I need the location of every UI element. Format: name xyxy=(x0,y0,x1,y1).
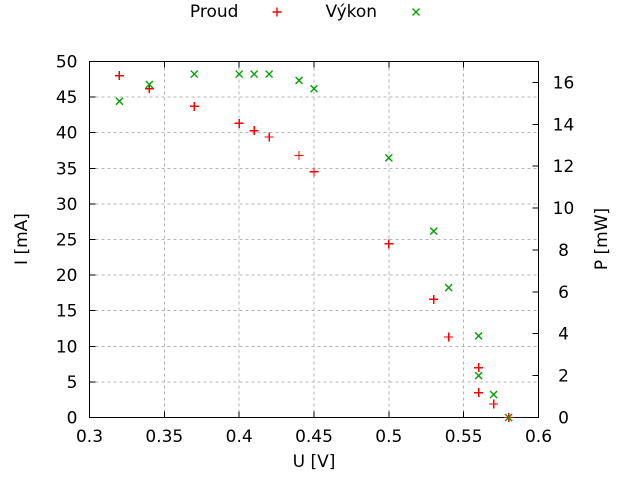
data-point-series-1 xyxy=(489,390,498,399)
data-point-series-1 xyxy=(235,70,244,79)
data-point-series-0 xyxy=(189,101,199,111)
data-point-series-0 xyxy=(384,239,394,249)
cross-marker-icon xyxy=(412,8,421,16)
x-tick-label: 0.3 xyxy=(76,427,103,447)
x-axis-label: U [V] xyxy=(292,452,336,472)
x-tick-label: 0.4 xyxy=(226,427,253,447)
y1-tick-label: 0 xyxy=(67,409,78,429)
y1-tick-label: 20 xyxy=(56,266,78,286)
plus-marker-glyph xyxy=(272,7,282,17)
plus-marker-icon xyxy=(272,7,282,17)
legend-label-proud: Proud xyxy=(189,2,239,22)
y2-tick-label: 2 xyxy=(558,367,569,387)
data-point-series-0 xyxy=(294,150,304,160)
data-point-series-1 xyxy=(444,283,453,292)
y1-tick-label: 15 xyxy=(56,302,78,322)
y-axis-label-right: P [mW] xyxy=(592,207,612,271)
y1-tick-label: 45 xyxy=(56,88,78,108)
legend-label-vykon: Výkon xyxy=(325,2,378,22)
x-tick-label: 0.5 xyxy=(375,427,402,447)
y-axis-label-left: I [mA] xyxy=(12,213,32,265)
y2-tick-label: 0 xyxy=(558,409,569,429)
data-point-series-0 xyxy=(309,167,319,177)
data-point-series-0 xyxy=(144,84,154,94)
data-point-series-1 xyxy=(190,70,199,79)
data-point-series-0 xyxy=(489,399,499,409)
y1-tick-label: 50 xyxy=(56,53,78,73)
y1-tick-label: 5 xyxy=(67,373,78,393)
data-point-series-1 xyxy=(295,76,304,85)
data-point-series-1 xyxy=(310,84,318,93)
legend-item-vykon: Výkon xyxy=(325,0,422,24)
x-tick-label: 0.55 xyxy=(445,427,483,447)
data-point-series-1 xyxy=(384,153,393,162)
x-tick-label: 0.6 xyxy=(525,427,552,447)
data-point-series-0 xyxy=(234,118,244,128)
y2-tick-label: 8 xyxy=(558,241,569,261)
data-point-series-1 xyxy=(145,80,154,89)
data-point-series-1 xyxy=(504,413,513,422)
data-point-series-0 xyxy=(114,71,124,81)
legend-item-proud: Proud xyxy=(190,0,284,24)
y2-tick-label: 4 xyxy=(558,325,569,345)
data-point-series-1 xyxy=(474,371,483,380)
data-point-series-0 xyxy=(429,294,439,304)
data-point-series-0 xyxy=(444,332,454,342)
x-tick-label: 0.35 xyxy=(145,427,183,447)
y1-tick-label: 10 xyxy=(56,337,78,357)
cross-marker-glyph xyxy=(412,8,421,16)
data-point-series-0 xyxy=(474,363,484,373)
data-point-series-0 xyxy=(474,388,484,398)
y2-tick-label: 16 xyxy=(553,73,575,93)
data-point-series-1 xyxy=(474,331,483,340)
data-point-series-1 xyxy=(429,227,438,236)
data-point-series-0 xyxy=(249,126,259,136)
chart-legend: Proud Výkon xyxy=(0,0,626,24)
data-point-series-1 xyxy=(265,70,274,79)
x-tick-label: 0.45 xyxy=(295,427,333,447)
y1-tick-label: 30 xyxy=(56,195,78,215)
y1-tick-label: 35 xyxy=(56,159,78,179)
y1-tick-label: 25 xyxy=(56,231,78,251)
data-point-series-1 xyxy=(250,70,259,79)
y2-tick-label: 14 xyxy=(553,115,575,135)
y2-tick-label: 6 xyxy=(558,283,569,303)
y2-tick-label: 10 xyxy=(553,199,575,219)
data-point-series-1 xyxy=(115,97,124,106)
data-point-series-0 xyxy=(264,132,274,142)
y2-tick-label: 12 xyxy=(553,157,575,177)
y1-tick-label: 40 xyxy=(56,124,78,144)
